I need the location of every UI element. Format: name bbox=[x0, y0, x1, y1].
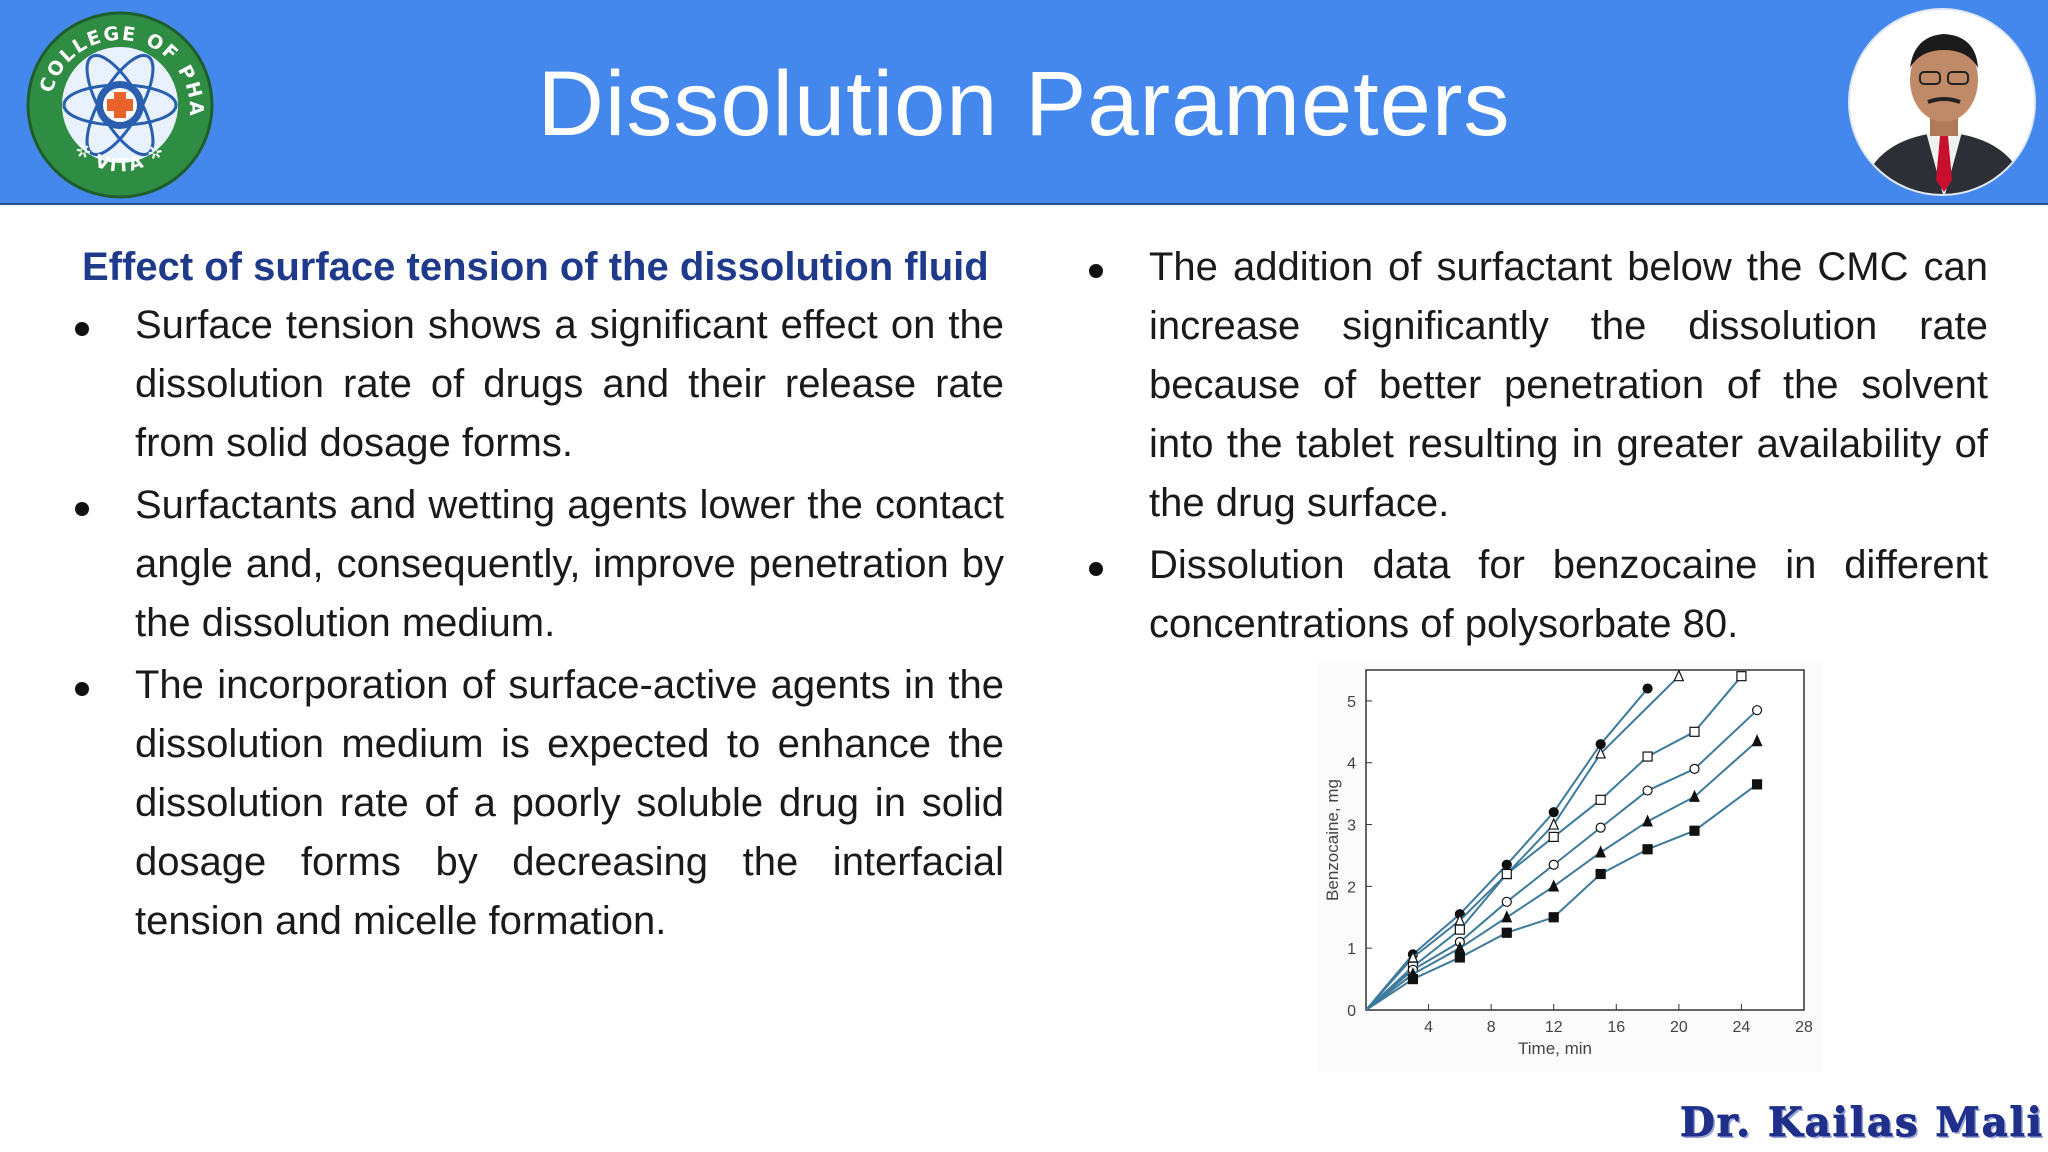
data-point bbox=[1689, 789, 1700, 802]
data-point bbox=[1548, 859, 1559, 870]
bullet-text: The incorporation of surface-active agen… bbox=[135, 663, 1004, 943]
bullet-item: Dissolution data for benzocaine in diffe… bbox=[1082, 536, 1988, 654]
bullet-text: Surfactants and wetting agents lower the… bbox=[135, 483, 1004, 645]
dissolution-chart: 4 8 12 16 20 24 28 0 1 2 3 4 5 Time, min Benzocaine, m… bbox=[1318, 660, 1822, 1072]
data-point bbox=[1642, 844, 1653, 855]
presenter-photo bbox=[1848, 8, 2036, 196]
data-point bbox=[1642, 683, 1653, 694]
data-point bbox=[1501, 910, 1513, 923]
bullet-dot-icon bbox=[75, 322, 89, 336]
bullet-item: Surface tension shows a significant effe… bbox=[68, 296, 1004, 473]
bullet-text: Dissolution data for benzocaine in diffe… bbox=[1149, 543, 1988, 646]
data-point bbox=[1595, 868, 1606, 880]
data-point bbox=[1548, 831, 1559, 843]
x-tick-label: 12 bbox=[1545, 1019, 1563, 1036]
data-point bbox=[1595, 822, 1606, 833]
data-point bbox=[1751, 734, 1763, 747]
data-point bbox=[1595, 746, 1607, 759]
data-point bbox=[1689, 726, 1700, 737]
data-point bbox=[1751, 705, 1763, 716]
data-point bbox=[1595, 794, 1606, 805]
data-point bbox=[1548, 912, 1559, 923]
bullet-dot-icon bbox=[1089, 562, 1103, 576]
data-point bbox=[1501, 896, 1512, 907]
bullet-item: The addition of surfactant below the CMC… bbox=[1082, 238, 1988, 533]
data-point bbox=[1548, 807, 1559, 818]
bullet-item: Surfactants and wetting agents lower the… bbox=[68, 476, 1004, 653]
data-point bbox=[1642, 751, 1653, 762]
y-tick-label: 1 bbox=[1347, 941, 1356, 958]
y-tick-label: 0 bbox=[1347, 1003, 1356, 1020]
left-column: Effect of surface tension of the dissolu… bbox=[68, 238, 1004, 954]
y-tick-label: 3 bbox=[1347, 818, 1356, 835]
series-group bbox=[1366, 734, 1763, 1010]
x-axis-label: Time, min bbox=[1518, 1039, 1592, 1058]
data-point bbox=[1642, 814, 1653, 827]
y-axis-label: Benzocaine, mg bbox=[1323, 779, 1342, 901]
bullet-dot-icon bbox=[1089, 264, 1103, 278]
section-subheading: Effect of surface tension of the dissolu… bbox=[82, 245, 989, 289]
data-point bbox=[1454, 924, 1465, 935]
data-point bbox=[1548, 817, 1560, 830]
x-tick-label: 16 bbox=[1607, 1019, 1625, 1036]
data-point bbox=[1595, 845, 1607, 858]
data-point bbox=[1689, 825, 1700, 836]
data-point bbox=[1642, 785, 1653, 796]
bullet-text: Surface tension shows a significant effe… bbox=[135, 303, 1004, 465]
y-tick-label: 4 bbox=[1347, 756, 1356, 773]
data-point bbox=[1751, 779, 1763, 790]
data-point bbox=[1673, 670, 1685, 682]
y-tick-label: 5 bbox=[1347, 694, 1356, 711]
x-tick-label: 20 bbox=[1670, 1019, 1688, 1036]
author-signature: Dr. Kailas Mali bbox=[1680, 1099, 2044, 1147]
data-point bbox=[1454, 952, 1465, 963]
bullet-dot-icon bbox=[75, 682, 89, 696]
person-avatar-icon bbox=[1850, 10, 2034, 194]
series-group bbox=[1366, 705, 1763, 1010]
page-title: Dissolution Parameters bbox=[537, 53, 1511, 155]
right-bullet-list: The addition of surfactant below the CMC… bbox=[1082, 238, 1988, 654]
data-point bbox=[1736, 671, 1747, 682]
bullet-dot-icon bbox=[75, 502, 89, 516]
data-point bbox=[1689, 763, 1700, 775]
left-bullet-list: Surface tension shows a significant effe… bbox=[68, 296, 1004, 951]
data-point bbox=[1407, 973, 1419, 985]
bullet-item: The incorporation of surface-active agen… bbox=[68, 656, 1004, 951]
data-point bbox=[1501, 927, 1512, 938]
title-bar: ADARSH COLLEGE OF PHARMACY ✲ VITA ✲ Diss… bbox=[0, 0, 2048, 205]
x-tick-label: 4 bbox=[1424, 1019, 1433, 1036]
x-tick-label: 28 bbox=[1795, 1019, 1813, 1036]
right-column: The addition of surfactant below the CMC… bbox=[1082, 238, 1988, 657]
bullet-text: The addition of surfactant below the CMC… bbox=[1149, 245, 1988, 525]
data-point bbox=[1548, 879, 1560, 892]
x-tick-label: 24 bbox=[1733, 1019, 1751, 1036]
data-point bbox=[1501, 868, 1512, 880]
series-group bbox=[1366, 779, 1763, 1010]
college-logo: ADARSH COLLEGE OF PHARMACY ✲ VITA ✲ bbox=[20, 10, 214, 199]
x-tick-label: 8 bbox=[1487, 1019, 1496, 1036]
y-tick-label: 2 bbox=[1347, 879, 1356, 896]
